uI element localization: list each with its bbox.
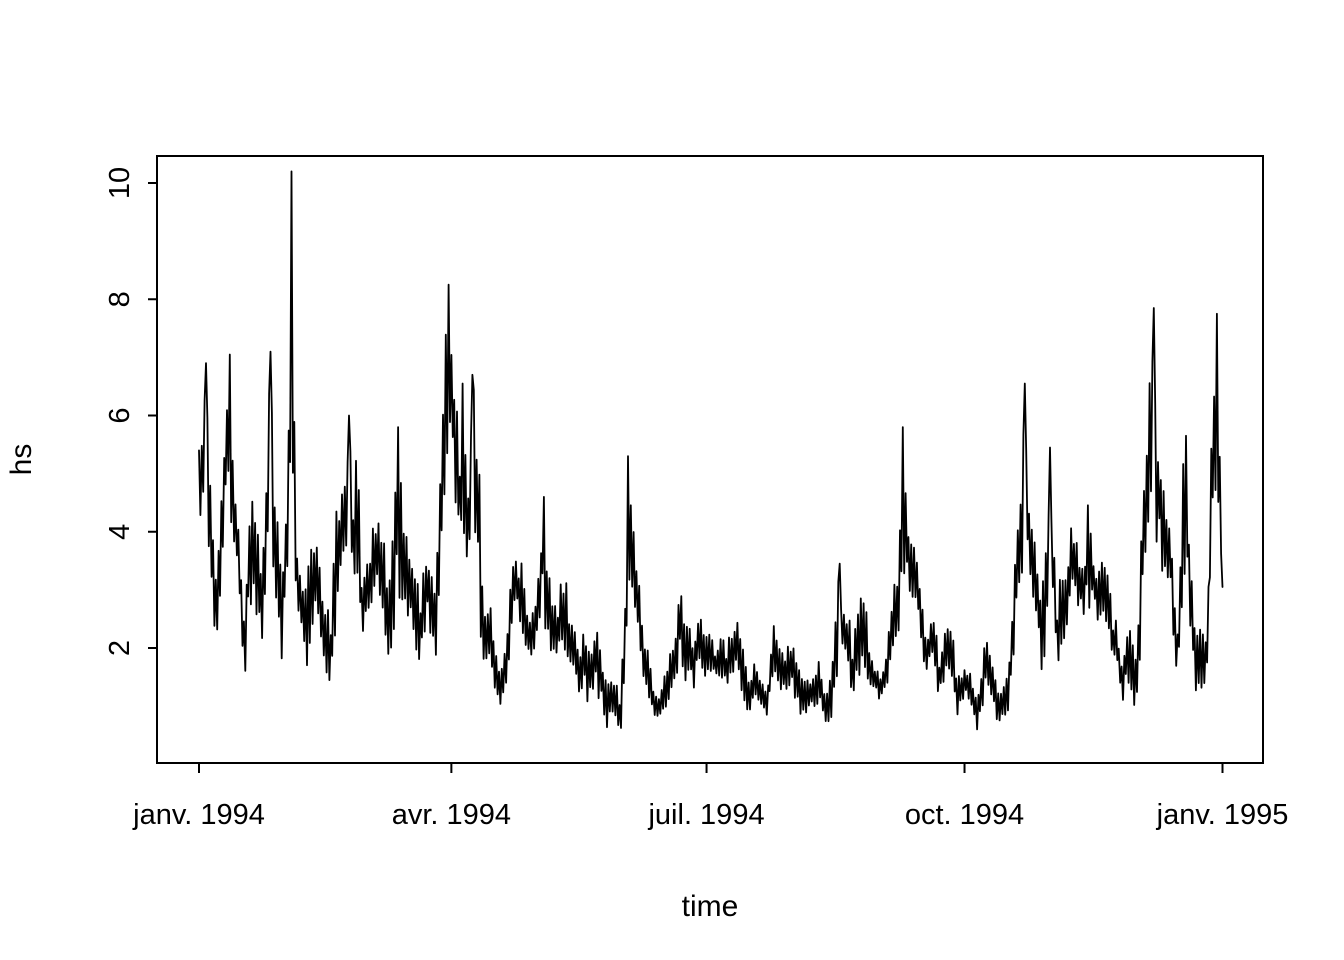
x-tick-label: janv. 1995 [1156,799,1289,831]
y-tick-label: 10 [104,167,136,199]
y-tick-label: 8 [104,291,136,307]
y-tick-label: 4 [104,524,136,540]
x-tick-label: avr. 1994 [392,799,511,831]
series-group [198,170,1224,731]
x-axis-title: time [682,890,739,923]
y-axis: 2 4 6 8 10 [104,167,157,656]
plot-box [156,155,1264,764]
x-tick-label: janv. 1994 [132,799,265,831]
y-axis-title: hs [5,444,38,476]
x-tick-label: oct. 1994 [905,799,1024,831]
x-tick-label: juil. 1994 [647,799,764,831]
series-line [198,170,1224,731]
y-tick-label: 2 [104,640,136,656]
x-axis: janv. 1994 avr. 1994 juil. 1994 oct. 1994 ja… [132,763,1288,831]
y-tick-label: 6 [104,407,136,423]
